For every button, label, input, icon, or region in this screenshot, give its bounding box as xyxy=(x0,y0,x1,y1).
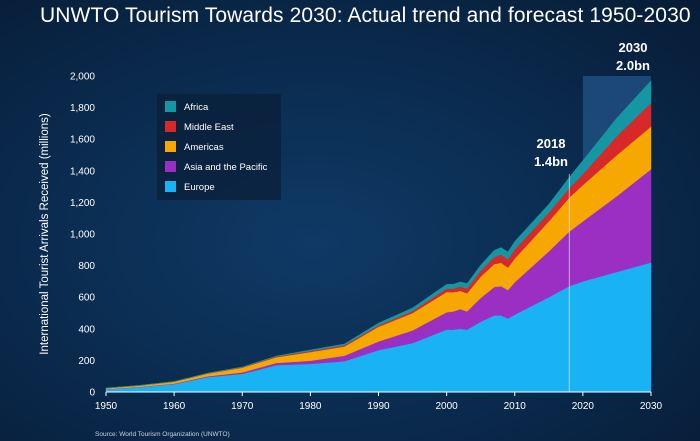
legend-label-asia-and-the-pacific: Asia and the Pacific xyxy=(184,162,268,173)
y-tick-label: 1,600 xyxy=(70,135,95,146)
x-tick-label: 2020 xyxy=(572,401,595,412)
legend-swatch-europe xyxy=(165,181,176,192)
y-tick-label: 800 xyxy=(78,261,95,272)
x-tick-label: 2030 xyxy=(640,401,663,412)
y-tick-label: 1,400 xyxy=(70,166,95,177)
legend: Africa Middle East Americas Asia and the Pa… xyxy=(157,94,281,200)
y-tick-label: 1,200 xyxy=(70,198,95,209)
legend-swatch-asia-and-the-pacific xyxy=(165,161,176,172)
y-tick-label: 600 xyxy=(78,293,95,304)
legend-label-europe: Europe xyxy=(184,182,215,193)
y-tick-label: 2,000 xyxy=(70,72,95,83)
y-axis-label: International Tourist Arrivals Received … xyxy=(39,113,51,355)
legend-swatch-middle-east xyxy=(165,121,176,132)
x-axis-ticks: 1950 1960 1970 1980 1990 2000 2010 2020 2030 xyxy=(95,392,663,412)
legend-label-middle-east: Middle East xyxy=(184,122,234,133)
legend-label-africa: Africa xyxy=(184,102,209,113)
x-tick-label: 1960 xyxy=(163,401,186,412)
x-tick-label: 2010 xyxy=(504,401,527,412)
x-tick-label: 1950 xyxy=(95,401,118,412)
y-tick-label: 1,000 xyxy=(70,230,95,241)
legend-label-americas: Americas xyxy=(184,142,224,153)
x-tick-label: 1970 xyxy=(231,401,254,412)
legend-swatch-africa xyxy=(165,101,176,112)
annotation-value: 2.0bn xyxy=(616,58,650,73)
x-tick-label: 2000 xyxy=(436,401,459,412)
y-axis-ticks: 0 200 400 600 800 1,000 1,200 1,400 1,600 1,800 2,… xyxy=(70,72,95,399)
annotation-value: 1.4bn xyxy=(534,154,568,169)
legend-box xyxy=(157,94,281,200)
y-tick-label: 200 xyxy=(78,356,95,367)
x-tick-label: 1990 xyxy=(367,401,390,412)
legend-swatch-americas xyxy=(165,141,176,152)
x-tick-label: 1980 xyxy=(299,401,322,412)
y-tick-label: 0 xyxy=(89,388,95,399)
annotation-year: 2018 xyxy=(537,136,566,151)
y-tick-label: 400 xyxy=(78,324,95,335)
annotations: 2018 1.4bn 2030 2.0bn xyxy=(534,40,650,169)
area-africa xyxy=(105,80,652,389)
chart-title: UNWTO Tourism Towards 2030: Actual trend… xyxy=(40,4,691,27)
annotation-year: 2030 xyxy=(619,40,648,55)
source-note: Source: World Tourism Organization (UNWT… xyxy=(95,431,230,438)
y-tick-label: 1,800 xyxy=(70,103,95,114)
